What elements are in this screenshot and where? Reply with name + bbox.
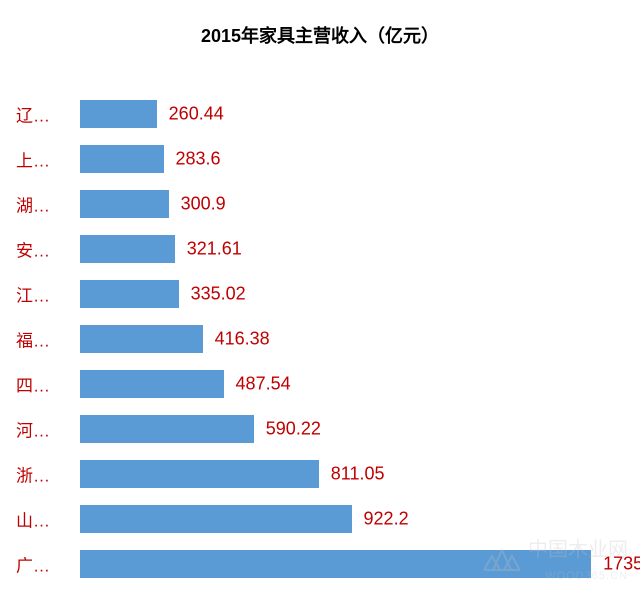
bar xyxy=(80,505,352,533)
bar xyxy=(80,460,319,488)
bar-row: 上…283.6 xyxy=(80,145,610,173)
value-label: 321.61 xyxy=(187,239,242,260)
y-axis-label: 上… xyxy=(16,147,76,172)
value-label: 283.6 xyxy=(176,149,221,170)
bar-row: 广…1735.8 xyxy=(80,550,610,578)
bar xyxy=(80,235,175,263)
bar xyxy=(80,100,157,128)
value-label: 300.9 xyxy=(181,194,226,215)
y-axis-label: 湖… xyxy=(16,192,76,217)
y-axis-label: 广… xyxy=(16,552,76,577)
value-label: 260.44 xyxy=(169,104,224,125)
bar-row: 四…487.54 xyxy=(80,370,610,398)
bar xyxy=(80,280,179,308)
bar xyxy=(80,550,591,578)
bar xyxy=(80,145,164,173)
bar-row: 江…335.02 xyxy=(80,280,610,308)
bar-row: 福…416.38 xyxy=(80,325,610,353)
y-axis-label: 四… xyxy=(16,372,76,397)
value-label: 590.22 xyxy=(266,419,321,440)
value-label: 922.2 xyxy=(364,509,409,530)
value-label: 487.54 xyxy=(236,374,291,395)
bar xyxy=(80,415,254,443)
bar-row: 辽…260.44 xyxy=(80,100,610,128)
y-axis-label: 河… xyxy=(16,417,76,442)
value-label: 1735.8 xyxy=(603,554,640,575)
bar-row: 河…590.22 xyxy=(80,415,610,443)
bar-row: 安…321.61 xyxy=(80,235,610,263)
chart-container: 2015年家具主营收入（亿元） 辽…260.44上…283.6湖…300.9安…… xyxy=(0,0,640,613)
bar xyxy=(80,190,169,218)
value-label: 811.05 xyxy=(331,464,385,485)
bar xyxy=(80,325,203,353)
y-axis-label: 安… xyxy=(16,237,76,262)
bar-row: 山…922.2 xyxy=(80,505,610,533)
value-label: 335.02 xyxy=(191,284,246,305)
value-label: 416.38 xyxy=(215,329,270,350)
y-axis-label: 山… xyxy=(16,507,76,532)
y-axis-label: 江… xyxy=(16,282,76,307)
y-axis-label: 浙… xyxy=(16,462,76,487)
y-axis-label: 福… xyxy=(16,327,76,352)
plot-area: 辽…260.44 上…283.6 湖…300.9 安…321.61 江…335.02 福…… xyxy=(80,100,610,600)
bar-row: 浙…811.05 xyxy=(80,460,610,488)
bar xyxy=(80,370,224,398)
bar-row: 湖…300.9 xyxy=(80,190,610,218)
chart-title: 2015年家具主营收入（亿元） xyxy=(0,22,640,48)
y-axis-label: 辽… xyxy=(16,102,76,127)
